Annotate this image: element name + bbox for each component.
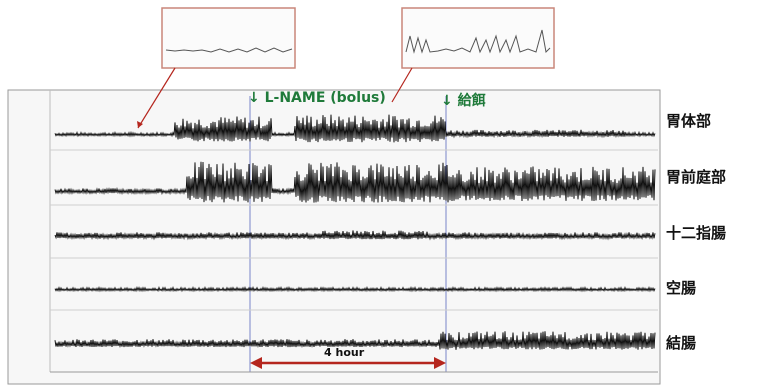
channel-label-3: 空腸 bbox=[666, 279, 697, 297]
inset-right-trace bbox=[405, 29, 551, 54]
channel-label-2: 十二指腸 bbox=[666, 224, 727, 242]
duration-arrowhead-right bbox=[434, 357, 446, 369]
inset-box-right bbox=[401, 7, 555, 69]
inset-box-left bbox=[161, 7, 296, 69]
duration-arrowhead-left bbox=[250, 357, 262, 369]
trace-channel-3 bbox=[54, 285, 656, 293]
channel-label-0: 胃体部 bbox=[666, 112, 712, 130]
inset-left-trace bbox=[165, 47, 293, 53]
trace-channel-0 bbox=[54, 114, 656, 143]
annotation-feeding: ↓ 給餌 bbox=[441, 93, 486, 109]
channel-label-1: 胃前庭部 bbox=[666, 168, 727, 186]
channel-label-4: 結腸 bbox=[666, 334, 697, 352]
trace-channel-1 bbox=[54, 161, 656, 203]
trace-channel-2 bbox=[54, 230, 656, 241]
trace-channel-4 bbox=[54, 331, 656, 350]
callout-line-right bbox=[391, 67, 413, 103]
callout-line-left bbox=[137, 67, 176, 129]
annotation-lname: ↓ L-NAME (bolus) bbox=[248, 90, 386, 106]
callout-arrowhead-left bbox=[137, 121, 143, 128]
duration-label: 4 hour bbox=[324, 346, 365, 359]
